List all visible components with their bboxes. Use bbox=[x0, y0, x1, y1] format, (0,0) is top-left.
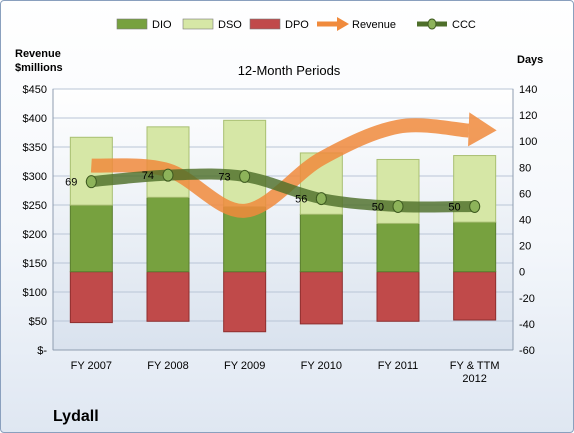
legend-swatch-marker bbox=[427, 18, 437, 30]
y-right-tick-label: 140 bbox=[519, 84, 537, 96]
legend-label: DSO bbox=[218, 19, 242, 31]
legend-label: DIO bbox=[152, 19, 172, 31]
y-left-tick-label: $300 bbox=[23, 171, 47, 183]
ccc-marker bbox=[392, 199, 404, 213]
y-right-tick-label: 100 bbox=[519, 136, 537, 148]
dso-bar bbox=[376, 158, 420, 224]
dio-bar bbox=[376, 222, 420, 273]
x-tick-label-line: FY 2011 bbox=[378, 360, 419, 372]
chart-title: 12-Month Periods bbox=[238, 63, 341, 78]
y-axis-left-label: Revenue $millions bbox=[15, 48, 63, 74]
y-left-tick-label: $100 bbox=[23, 287, 47, 299]
dio-bar bbox=[69, 204, 113, 273]
legend-label: CCC bbox=[452, 19, 476, 31]
y-right-tick-label: 40 bbox=[519, 215, 531, 227]
ccc-data-label: 50 bbox=[448, 201, 460, 213]
y-left-tick-label: $- bbox=[37, 345, 47, 357]
dio-bar bbox=[453, 221, 497, 273]
y-right-tick-label: -60 bbox=[519, 345, 535, 357]
company-name: Lydall bbox=[53, 408, 99, 425]
dpo-bar bbox=[299, 271, 343, 325]
ccc-data-label: 50 bbox=[372, 201, 384, 213]
y-right-tick-label: 20 bbox=[519, 241, 531, 253]
y-left-tick-label: $150 bbox=[23, 258, 47, 270]
ccc-series: 69 74 73 56 50 50 bbox=[65, 168, 481, 213]
dio-bar bbox=[146, 196, 190, 273]
x-tick-label-line: FY & TTM bbox=[450, 360, 500, 372]
legend-swatch bbox=[116, 18, 148, 30]
y-left-tick-label: $200 bbox=[23, 229, 47, 241]
ccc-marker bbox=[85, 175, 97, 189]
dpo-bar bbox=[146, 271, 190, 322]
ccc-data-label: 56 bbox=[295, 194, 307, 206]
y-left-tick-label: $50 bbox=[29, 316, 47, 328]
y-right-tick-label: 80 bbox=[519, 162, 531, 174]
legend: DIO DSO DPO Revenue CCC bbox=[116, 17, 476, 31]
legend-label: DPO bbox=[285, 19, 309, 31]
ccc-marker bbox=[239, 169, 251, 183]
x-tick-label: FY 2011 bbox=[378, 360, 419, 372]
dso-bar bbox=[223, 119, 267, 207]
ccc-marker bbox=[469, 199, 481, 213]
dio-bar bbox=[299, 213, 343, 273]
dpo-bar bbox=[376, 271, 420, 322]
legend-swatch bbox=[249, 18, 281, 30]
ccc-data-label: 73 bbox=[218, 171, 230, 183]
dpo-bar bbox=[69, 271, 113, 324]
x-tick-label: FY 2010 bbox=[301, 360, 342, 372]
revenue-arrowhead bbox=[468, 112, 497, 147]
ccc-marker bbox=[315, 192, 327, 206]
legend-item-ccc: CCC bbox=[417, 18, 476, 31]
x-tick-label-line: 2012 bbox=[462, 373, 486, 385]
x-tick-label: FY 2009 bbox=[224, 360, 265, 372]
y-left-tick-label: $350 bbox=[23, 142, 47, 154]
y-axis-left-label-line: Revenue bbox=[15, 48, 61, 60]
y-right-tick-label: 60 bbox=[519, 188, 531, 200]
y-left-tick-label: $450 bbox=[23, 84, 47, 96]
y-right-tick-label: 120 bbox=[519, 110, 537, 122]
x-tick-label-line: FY 2007 bbox=[71, 360, 112, 372]
dpo-bar bbox=[223, 271, 267, 333]
x-tick-label-line: FY 2010 bbox=[301, 360, 342, 372]
y-right-tick-label: -40 bbox=[519, 319, 535, 331]
x-tick-label: FY 2007 bbox=[71, 360, 112, 372]
ccc-data-label: 74 bbox=[142, 170, 154, 182]
x-tick-label: FY 2008 bbox=[147, 360, 188, 372]
legend-swatch bbox=[182, 18, 214, 30]
ccc-data-label: 69 bbox=[65, 177, 77, 189]
ccc-line bbox=[85, 168, 481, 213]
y-right-tick-label: -20 bbox=[519, 293, 535, 305]
y-axis-left-label-line: $millions bbox=[15, 62, 63, 74]
x-tick-label-line: FY 2009 bbox=[224, 360, 265, 372]
legend-item-dpo: DPO bbox=[249, 18, 309, 31]
legend-label: Revenue bbox=[352, 19, 396, 31]
legend-swatch-arrowhead bbox=[337, 17, 349, 31]
axes: $- $50 $100 $150 $200 $250 $300 $350 $400 $450 -60… bbox=[23, 84, 538, 385]
y-left-tick-label: $250 bbox=[23, 200, 47, 212]
dpo-bar bbox=[453, 271, 497, 321]
legend-item-dio: DIO bbox=[116, 18, 172, 31]
y-right-tick-label: 0 bbox=[519, 267, 525, 279]
legend-item-revenue: Revenue bbox=[317, 17, 396, 31]
legend-item-dso: DSO bbox=[182, 18, 242, 31]
x-tick-label-line: FY 2008 bbox=[147, 360, 188, 372]
y-left-tick-label: $400 bbox=[23, 113, 47, 125]
y-axis-right-label: Days bbox=[517, 54, 543, 66]
ccc-marker bbox=[162, 168, 174, 182]
x-tick-label: FY & TTM 2012 bbox=[450, 360, 500, 385]
